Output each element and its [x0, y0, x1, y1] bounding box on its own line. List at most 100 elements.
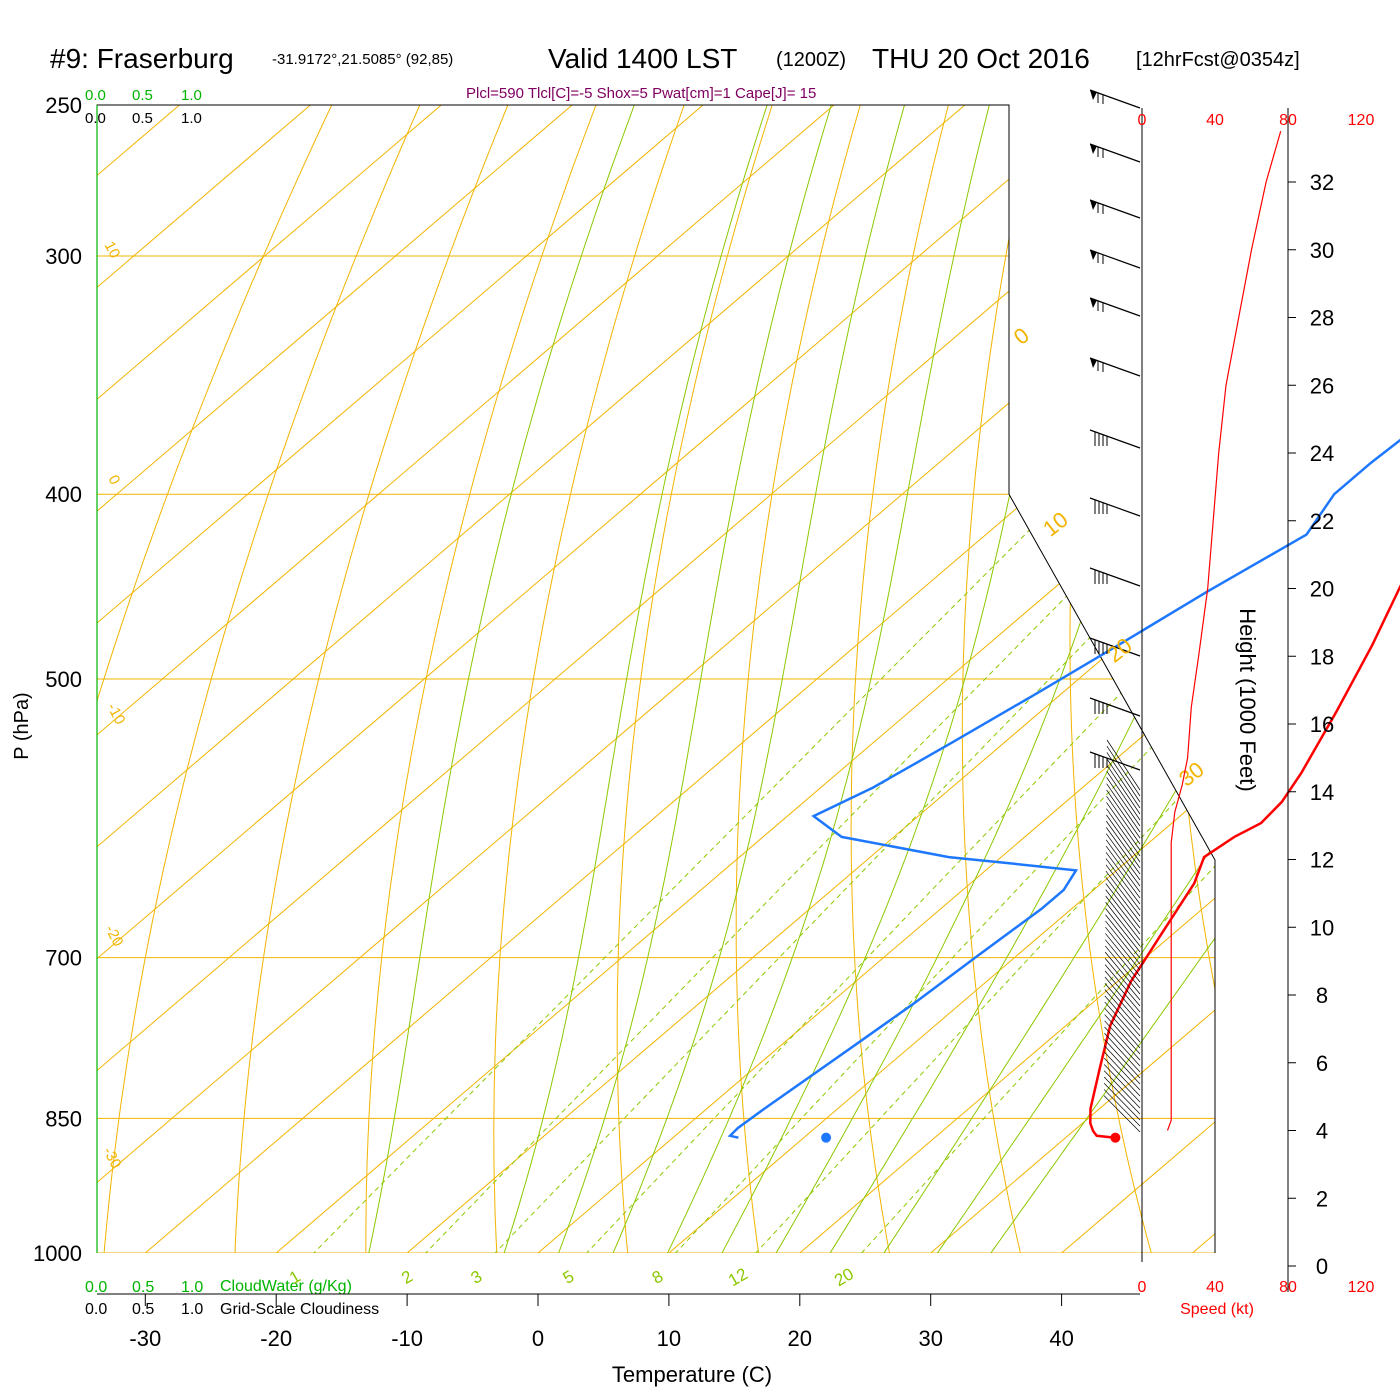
pressure-tick-label: 850: [45, 1106, 82, 1131]
isotherm-line: [1323, 105, 1400, 1253]
speed-tick-label: 40: [1206, 1279, 1224, 1296]
wind-barb-staff: [1089, 497, 1141, 517]
wind-barb-staff: [1104, 983, 1141, 1025]
dry-adiabat-line: [961, 105, 1045, 1253]
wind-barb-staff: [1106, 808, 1141, 857]
y-axis-title: P (hPa): [11, 692, 33, 759]
wind-barb-staff: [1105, 864, 1141, 911]
wind-barb-staff: [1104, 945, 1141, 989]
cloud-tick-label: 1.0: [181, 110, 202, 127]
mixing-ratio-line: [455, 493, 1215, 1253]
isotherm-line: [97, 105, 966, 1253]
height-tick-label: 28: [1310, 306, 1334, 331]
cloud-tick-label: 0.0: [85, 1279, 107, 1296]
height-tick-label: 8: [1316, 983, 1328, 1008]
wind-barb-staff: [1104, 1045, 1141, 1085]
wind-barb-staff: [1106, 789, 1141, 839]
cloud-tick-label: 0.5: [132, 1301, 154, 1318]
height-tick-label: 0: [1316, 1254, 1328, 1279]
height-tick-label: 2: [1316, 1186, 1328, 1211]
wind-barb-staff: [1105, 895, 1141, 941]
wind-barb-staff: [1105, 839, 1141, 887]
moist-adiabat-line: [752, 105, 1215, 1253]
wind-barb-staff: [1104, 1014, 1141, 1055]
wind-barb-staff: [1106, 739, 1141, 791]
wind-barb-staff: [1089, 697, 1141, 717]
isotherm-label: 0: [105, 472, 124, 487]
surface-dewpoint-point: [821, 1132, 832, 1143]
surface-temperature-point: [1110, 1132, 1121, 1143]
wind-barb-staff: [1103, 1070, 1141, 1109]
mixing-ratio-line: [637, 493, 1215, 1253]
mixing-ratio-label: 12: [725, 1264, 751, 1290]
station-title: #9: Fraserburg: [50, 43, 234, 74]
dry-adiabat-line: [493, 105, 697, 1253]
wind-barb-staff: [1106, 820, 1141, 869]
wind-barb-staff: [1103, 1095, 1141, 1133]
cloud-water-label: CloudWater (g/Kg): [220, 1278, 352, 1295]
temperature-tick-label: -10: [391, 1326, 423, 1351]
moist-adiabat-line: [647, 105, 999, 1253]
speed-tick-label: 0: [1138, 1279, 1147, 1296]
isotherm-line: [144, 105, 1215, 1253]
temperature-tick-label: 0: [532, 1326, 544, 1351]
dry-adiabat-line: [1173, 105, 1215, 1253]
wind-barb-pennant: [1090, 298, 1097, 308]
wind-barb-pennant: [1090, 90, 1097, 100]
speed-tick-label: 80: [1279, 1279, 1297, 1296]
dry-adiabat-line: [1374, 71, 1400, 1293]
height-tick-label: 6: [1316, 1051, 1328, 1076]
wind-speed-line: [1166, 131, 1282, 1131]
stability-indices: Plcl=590 Tlcl[C]=-5 Shox=5 Pwat[cm]=1 Ca…: [466, 85, 816, 102]
wind-barb-staff: [1105, 926, 1141, 971]
wind-barb-pennant: [1090, 358, 1097, 368]
wind-barb-staff: [1105, 845, 1141, 893]
height-tick-label: 12: [1310, 848, 1334, 873]
pressure-tick-label: 1000: [33, 1241, 82, 1266]
dry-adiabat-line: [850, 105, 958, 1253]
isotherm-line: [97, 105, 835, 1253]
wind-barb-staff: [1089, 567, 1141, 587]
x-axis-title: Temperature (C): [612, 1362, 772, 1387]
dry-adiabat-line: [616, 105, 784, 1253]
cloud-tick-label: 0.5: [132, 87, 153, 104]
wind-barb-staff: [1104, 958, 1141, 1001]
wind-barb-staff: [1104, 1020, 1141, 1061]
valid-date: THU 20 Oct 2016: [872, 43, 1090, 74]
cloud-scale-bottom: 0.0 0.5 1.0 CloudWater (g/Kg) 0.0 0.5 1.…: [85, 1278, 379, 1318]
wind-barb-pennant: [1090, 200, 1097, 210]
isotherm-line: [97, 105, 442, 1253]
wind-barb-pennant: [1090, 250, 1097, 260]
isotherm-line: [97, 105, 704, 1253]
wind-barb-staff: [1104, 1001, 1141, 1043]
wind-barb-staff: [1106, 777, 1141, 827]
isotherm-label: -20: [101, 922, 126, 949]
cloud-tick-label: 0.0: [85, 110, 106, 127]
wind-barb-staff: [1106, 746, 1141, 797]
wind-barb-staff: [1089, 751, 1141, 771]
wind-barb-staff: [1104, 995, 1141, 1037]
wind-barb-staff: [1089, 429, 1141, 449]
wind-barb-staff: [1106, 771, 1141, 821]
wind-barb-staff: [1105, 889, 1141, 935]
wind-barb-staff: [1104, 951, 1141, 995]
temperature-tick-label: 10: [657, 1326, 681, 1351]
wind-barb-staff: [1089, 637, 1141, 657]
height-axis-title: Height (1000 Feet): [1235, 608, 1260, 791]
moist-adiabat-line: [804, 105, 1215, 1253]
moist-adiabat-line: [594, 105, 915, 1253]
dry-adiabat-line: [365, 105, 610, 1253]
cloud-tick-label: 0.0: [85, 87, 106, 104]
isotherm-line: [275, 105, 1215, 1253]
temperature-tick-label: 20: [788, 1326, 812, 1351]
cloud-tick-label: 0.5: [132, 1279, 154, 1296]
cloud-tick-label: 0.0: [85, 1301, 107, 1318]
mixing-ratio-label: 8: [649, 1267, 667, 1288]
valid-time: Valid 1400 LST: [548, 43, 737, 74]
mixing-ratio-line: [273, 493, 1066, 1253]
cloud-tick-label: 1.0: [181, 1279, 203, 1296]
wind-barb-staff: [1105, 902, 1141, 947]
wind-barb-pennant: [1090, 144, 1097, 154]
wind-barb-staff: [1106, 764, 1141, 815]
